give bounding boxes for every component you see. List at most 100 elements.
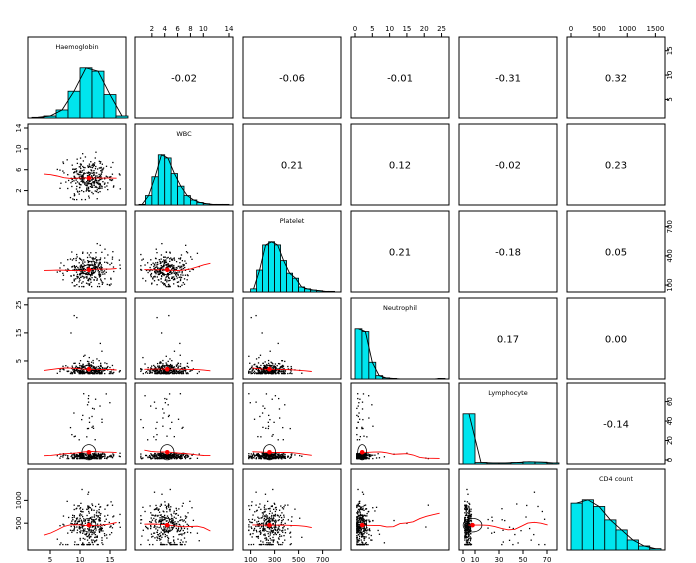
data-point — [358, 524, 361, 526]
tick-label: 1000 — [618, 25, 636, 33]
data-point — [94, 186, 96, 188]
data-point — [184, 456, 186, 458]
data-point — [165, 528, 167, 530]
histogram-bar — [581, 499, 594, 551]
data-point — [97, 265, 99, 268]
data-point — [93, 182, 96, 184]
data-point — [270, 526, 272, 528]
data-point — [266, 524, 268, 526]
data-point — [81, 366, 83, 368]
data-point — [88, 260, 90, 263]
data-point — [274, 528, 277, 531]
data-point — [142, 506, 144, 508]
data-point — [167, 457, 169, 459]
data-point — [76, 522, 78, 525]
tick-label: 1500 — [646, 25, 664, 33]
data-point — [93, 367, 95, 369]
data-point — [154, 525, 156, 527]
data-point — [88, 537, 91, 539]
data-point — [59, 370, 61, 373]
data-point — [163, 453, 165, 455]
data-point — [154, 457, 156, 460]
data-point — [465, 533, 467, 536]
data-point — [184, 266, 186, 269]
data-point — [98, 283, 100, 285]
data-point — [95, 260, 98, 262]
data-point — [91, 191, 93, 194]
data-point — [258, 525, 260, 527]
data-point — [179, 267, 181, 269]
data-point — [162, 272, 164, 274]
data-point — [101, 178, 103, 180]
data-point — [164, 261, 166, 263]
data-point — [162, 523, 164, 525]
data-point — [364, 523, 366, 526]
data-point — [264, 361, 266, 363]
data-point — [180, 254, 183, 256]
data-point — [89, 529, 91, 531]
data-point — [89, 256, 91, 258]
data-point — [272, 516, 275, 518]
data-point — [162, 282, 164, 284]
data-point — [248, 453, 250, 455]
data-point — [277, 372, 279, 374]
data-point — [179, 457, 182, 460]
data-point — [164, 284, 167, 287]
data-point — [360, 521, 362, 523]
data-point — [277, 519, 279, 522]
data-point — [96, 182, 98, 185]
data-point — [78, 262, 80, 264]
data-point — [363, 456, 365, 458]
data-point — [284, 404, 286, 406]
panel-1-3: 0.12 — [350, 123, 450, 206]
data-point — [173, 456, 175, 458]
data-point — [142, 457, 144, 459]
data-point — [140, 455, 142, 457]
data-point — [264, 511, 266, 513]
data-point — [153, 370, 155, 372]
data-point — [258, 366, 261, 369]
data-point — [279, 363, 281, 365]
data-point — [101, 281, 103, 283]
data-point — [464, 519, 466, 521]
data-point — [153, 276, 155, 278]
data-point — [166, 365, 168, 367]
data-point — [253, 371, 255, 374]
data-point — [160, 452, 163, 454]
data-point — [157, 454, 160, 456]
data-point — [175, 456, 177, 458]
data-point — [96, 176, 99, 179]
data-point — [264, 504, 266, 507]
data-point — [153, 401, 156, 403]
data-point — [367, 454, 369, 456]
data-point — [98, 187, 100, 190]
data-point — [81, 266, 83, 268]
data-point — [93, 457, 95, 460]
data-point — [260, 455, 263, 457]
data-point — [90, 252, 92, 254]
data-point — [465, 528, 467, 530]
data-point — [164, 535, 166, 538]
data-point — [173, 370, 175, 372]
data-point — [101, 542, 103, 544]
correlation-value: -0.06 — [279, 74, 305, 85]
data-point — [269, 454, 271, 457]
data-point — [94, 190, 96, 192]
data-point — [290, 536, 292, 538]
data-point — [82, 542, 84, 544]
data-point — [105, 368, 108, 370]
data-point — [260, 543, 263, 546]
data-point — [91, 274, 93, 276]
data-point — [406, 522, 408, 525]
data-point — [94, 368, 96, 370]
data-point — [283, 506, 285, 508]
data-point — [178, 456, 180, 459]
data-point — [283, 516, 285, 518]
data-point — [112, 266, 115, 268]
data-point — [357, 503, 359, 505]
data-point — [276, 365, 278, 367]
data-point — [248, 505, 250, 507]
data-point — [78, 514, 81, 516]
data-point — [464, 526, 466, 528]
data-point — [92, 453, 95, 456]
